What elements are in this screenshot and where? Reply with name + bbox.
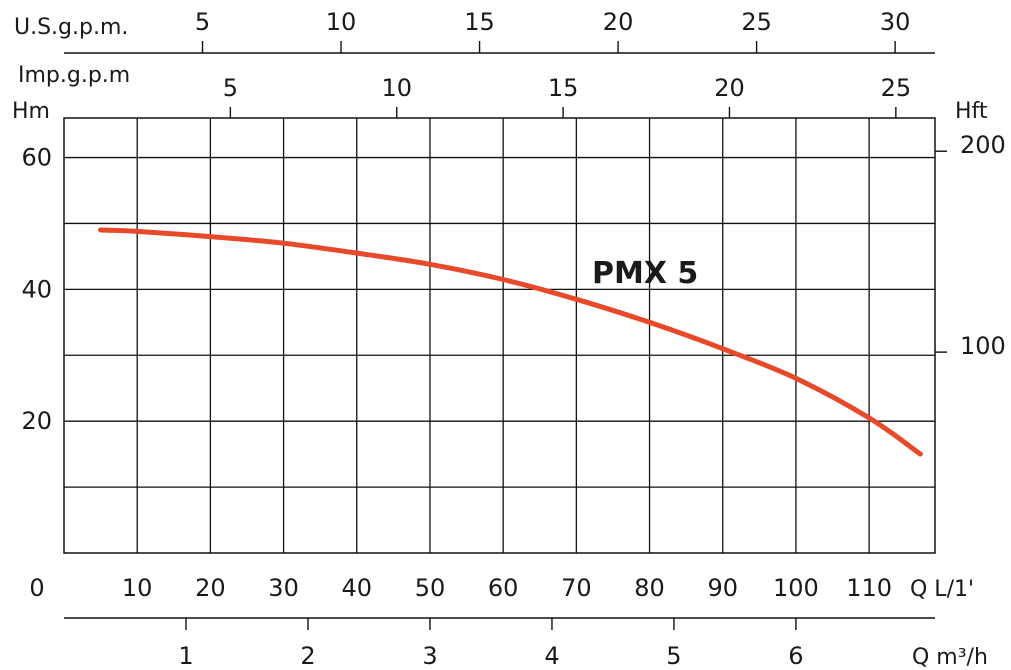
- imp-gpm-tick-label: 20: [714, 74, 745, 102]
- imp-gpm-tick-label: 10: [381, 74, 412, 102]
- y-left-tick-label: 40: [21, 275, 52, 303]
- x-bottom-tick-label: 30: [268, 574, 299, 602]
- imp-gpm-tick-label: 15: [548, 74, 579, 102]
- x-bottom-tick-label: 40: [341, 574, 372, 602]
- m3h-tick-label: 6: [788, 642, 803, 670]
- x-bottom-tick-label: 10: [122, 574, 153, 602]
- us-gpm-tick-label: 25: [741, 8, 772, 36]
- axes: 20 40 60 100 200 0 10 20 30 40 50 60 70 80 90 100 110 1 2 3…: [21, 8, 1005, 670]
- us-gpm-axis-label: U.S.g.p.m.: [14, 15, 128, 40]
- series-label-pmx5: PMX 5: [592, 256, 698, 291]
- y-left-tick-label: 20: [21, 407, 52, 435]
- m3h-tick-label: 5: [666, 642, 681, 670]
- grid: [63, 117, 936, 554]
- x-bottom-tick-label: 60: [488, 574, 519, 602]
- x-bottom-tick-label: 90: [707, 574, 738, 602]
- us-gpm-tick-label: 10: [326, 8, 357, 36]
- imp-gpm-axis-label: Imp.g.p.m: [18, 63, 130, 88]
- y-right-tick-label: 200: [960, 131, 1006, 159]
- m3h-axis-label: Q m³/h: [912, 645, 988, 670]
- imp-gpm-tick-label: 5: [223, 74, 238, 102]
- x-bottom-tick-label: 110: [846, 574, 892, 602]
- m3h-tick-label: 1: [178, 642, 193, 670]
- x-bottom-tick-label: 20: [195, 574, 226, 602]
- series-line-pmx5: [98, 227, 923, 457]
- m3h-tick-label: 2: [300, 642, 315, 670]
- y-right-axis-label: Hft: [955, 99, 988, 124]
- y-left-tick-label: 60: [21, 144, 52, 172]
- us-gpm-tick-label: 15: [464, 8, 495, 36]
- x-bottom-axis-label: Q L/1': [910, 577, 974, 602]
- x-bottom-tick-label: 0: [29, 574, 44, 602]
- x-bottom-tick-label: 50: [415, 574, 446, 602]
- us-gpm-tick-label: 5: [195, 8, 210, 36]
- series-layer: [98, 227, 923, 457]
- plot-frame: [63, 117, 936, 554]
- y-right-tick-label: 100: [960, 332, 1006, 360]
- m3h-tick-label: 4: [544, 642, 559, 670]
- x-bottom-tick-label: 70: [561, 574, 592, 602]
- y-left-axis-label: Hm: [12, 99, 50, 124]
- x-bottom-tick-label: 100: [773, 574, 819, 602]
- x-bottom-tick-label: 80: [634, 574, 665, 602]
- us-gpm-tick-label: 20: [603, 8, 634, 36]
- us-gpm-tick-label: 30: [880, 8, 911, 36]
- imp-gpm-tick-label: 25: [881, 74, 912, 102]
- m3h-tick-label: 3: [422, 642, 437, 670]
